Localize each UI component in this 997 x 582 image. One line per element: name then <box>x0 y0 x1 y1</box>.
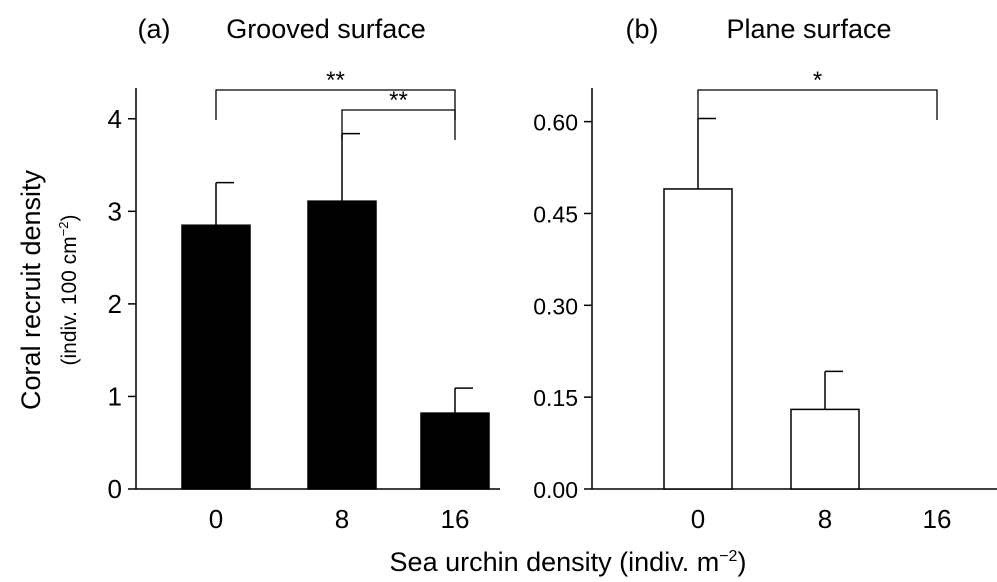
y-axis-label: Coral recruit density <box>16 169 46 410</box>
panel-title: Plane surface <box>726 14 891 44</box>
y-axis-unit-end: ) <box>58 215 81 222</box>
panel-letter: (b) <box>626 14 659 44</box>
x-axis-label: Sea urchin density (indiv. m−2) <box>390 547 747 577</box>
panel-grooved-surface: (a) Grooved surface 0 1 2 3 4 0 8 16 ** ** <box>108 14 500 534</box>
bar <box>307 200 377 490</box>
x-axis-label-sup: −2 <box>719 548 737 565</box>
x-tick-label: 16 <box>923 504 952 534</box>
x-tick-label: 0 <box>691 504 705 534</box>
y-tick-label: 4 <box>108 104 122 134</box>
significance-label: ** <box>326 67 345 94</box>
bar <box>420 412 490 490</box>
y-tick-label: 0.15 <box>533 385 578 411</box>
y-tick-label: 0.60 <box>533 110 578 136</box>
significance-bracket <box>341 109 456 140</box>
significance-bracket <box>697 89 938 120</box>
x-tick-label: 16 <box>441 504 470 534</box>
significance-label: ** <box>389 87 408 114</box>
y-tick-label: 0.00 <box>533 477 578 503</box>
panel-plane-surface: (b) Plane surface 0.00 0.15 0.30 0.45 0.60 0 8 16… <box>533 14 997 534</box>
significance-bracket <box>215 89 456 120</box>
y-tick-label: 0 <box>108 474 122 504</box>
y-tick-label: 0.45 <box>533 201 578 227</box>
y-tick-label: 0.30 <box>533 293 578 319</box>
y-axis-unit-sup: −2 <box>56 222 71 237</box>
bar <box>181 224 251 490</box>
x-tick-label: 8 <box>335 504 349 534</box>
panel-letter: (a) <box>138 14 171 44</box>
x-tick-label: 0 <box>209 504 223 534</box>
bar <box>790 408 860 490</box>
x-axis-label-text: Sea urchin density (indiv. m <box>390 547 720 577</box>
y-tick-label: 1 <box>108 381 122 411</box>
y-axis-label-line1: Coral recruit density <box>16 169 46 410</box>
y-axis-unit: (indiv. 100 cm−2) <box>56 215 81 366</box>
panel-title: Grooved surface <box>226 14 426 44</box>
y-tick-label: 2 <box>108 289 122 319</box>
y-axis-unit-text: (indiv. 100 cm <box>58 236 81 365</box>
x-tick-label: 8 <box>818 504 832 534</box>
x-axis-label-end: ) <box>737 547 746 577</box>
bar <box>663 188 733 490</box>
y-tick-label: 3 <box>108 196 122 226</box>
svg-text:(indiv. 100 cm−2): (indiv. 100 cm−2) <box>56 215 81 366</box>
significance-label: * <box>813 67 822 94</box>
